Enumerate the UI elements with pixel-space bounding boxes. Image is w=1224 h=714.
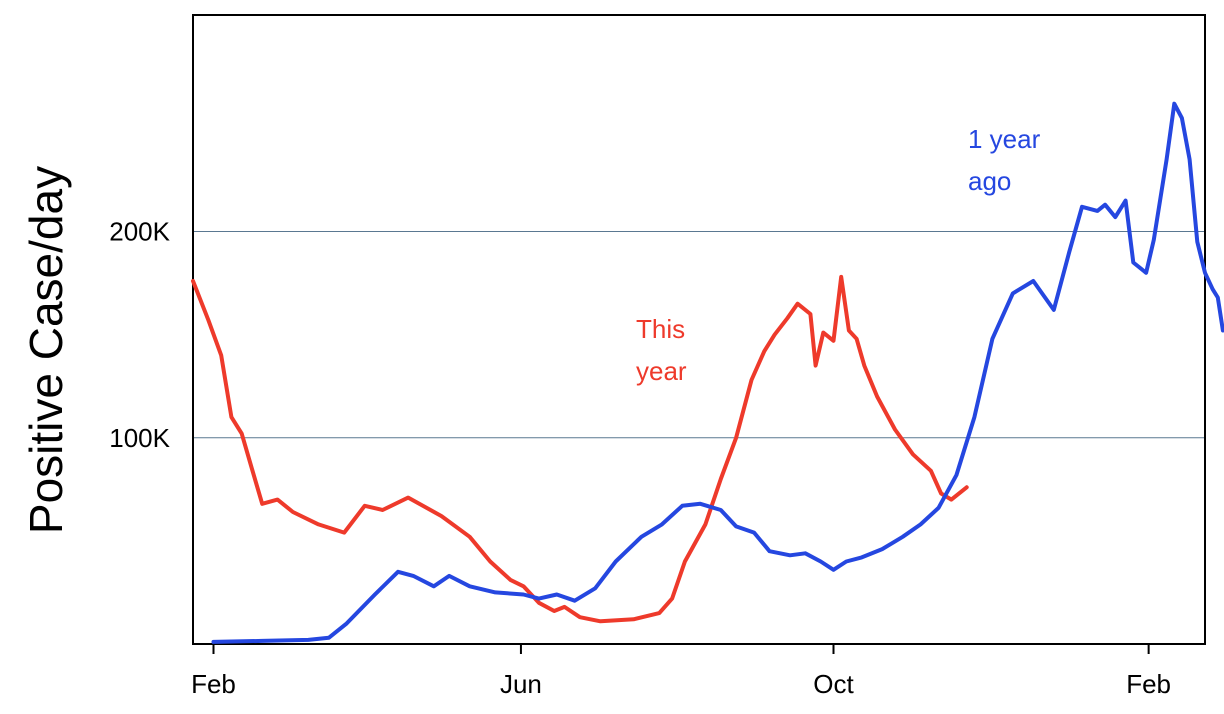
plot-frame	[192, 14, 1206, 645]
annotation-this-year-line-1: This	[636, 314, 685, 344]
annotation-this-year: This year	[636, 314, 687, 386]
y-axis-title: Positive Case/day	[20, 166, 72, 534]
y-axis: 100K 200K	[109, 217, 170, 453]
y-tick-label: 200K	[109, 217, 170, 247]
annotation-this-year-line-2: year	[636, 356, 687, 386]
y-tick-label: 100K	[109, 423, 170, 453]
x-tick-label: Jun	[500, 669, 542, 699]
grid-lines	[193, 231, 1205, 439]
series-group	[191, 101, 1224, 644]
x-tick-label: Oct	[813, 669, 854, 699]
annotation-one-year-ago: 1 year ago	[968, 124, 1041, 196]
x-tick-label: Feb	[191, 669, 236, 699]
x-tick-label: Feb	[1126, 669, 1171, 699]
series-line-1-year-ago	[211, 101, 1224, 644]
annotation-one-year-ago-line-1: 1 year	[968, 124, 1041, 154]
series-line-this-year	[191, 274, 969, 624]
x-axis: Feb Jun Oct Feb	[191, 644, 1171, 699]
annotation-one-year-ago-line-2: ago	[968, 166, 1011, 196]
